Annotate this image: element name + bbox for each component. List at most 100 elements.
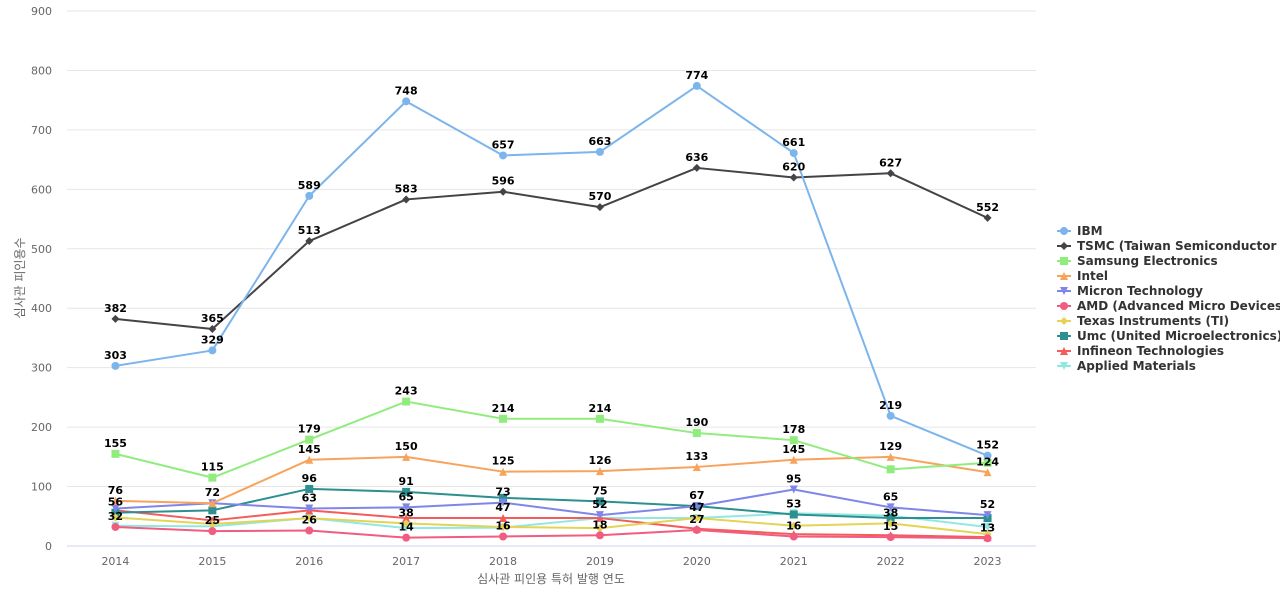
data-label: 303	[104, 349, 127, 362]
legend-item-samsung-electronics[interactable]: Samsung Electronics	[1057, 254, 1218, 268]
series-line	[115, 455, 988, 505]
series-samsung-electronics[interactable]	[111, 397, 992, 482]
data-label: 65	[883, 490, 898, 503]
series-line	[115, 512, 988, 530]
legend-label: TSMC (Taiwan Semiconductor ...	[1077, 239, 1280, 253]
data-point	[886, 411, 895, 420]
data-label: 125	[492, 455, 515, 468]
x-axis-title: 심사관 피인용 특허 발행 연도	[477, 571, 625, 586]
data-label: 365	[201, 312, 224, 325]
data-label: 18	[592, 518, 607, 531]
data-label: 214	[492, 402, 515, 415]
legend-symbol	[1060, 257, 1068, 265]
data-label: 243	[395, 385, 418, 398]
y-tick-label: 600	[31, 183, 52, 196]
data-point	[499, 467, 508, 476]
data-label: 748	[395, 84, 418, 97]
legend-item-intel[interactable]: Intel	[1057, 269, 1108, 283]
data-label: 32	[108, 510, 123, 523]
series-amd-advanced-micro-devices[interactable]	[111, 522, 992, 543]
legend-item-micron-technology[interactable]: Micron Technology	[1057, 284, 1203, 298]
data-point	[886, 169, 895, 178]
data-label: 72	[205, 486, 220, 499]
data-label: 16	[786, 519, 802, 532]
data-label: 115	[201, 461, 224, 474]
data-point	[402, 452, 411, 461]
data-point	[886, 533, 895, 542]
x-tick-label: 2017	[392, 555, 420, 568]
series-tsmc-taiwan-semiconductor[interactable]	[111, 163, 992, 334]
series-texas-instruments-ti[interactable]	[111, 513, 992, 539]
legend-item-tsmc-taiwan-semiconductor[interactable]: TSMC (Taiwan Semiconductor ...	[1057, 239, 1280, 253]
series-line	[115, 516, 988, 536]
series-applied-materials[interactable]	[111, 509, 992, 533]
data-label: 25	[205, 514, 220, 527]
series-line	[115, 84, 988, 457]
data-label: 636	[685, 151, 708, 164]
data-label: 91	[398, 475, 413, 488]
data-point	[595, 531, 604, 540]
series-umc-united-microelectronics[interactable]	[111, 484, 992, 523]
y-axis-title: 심사관 피인용수	[13, 237, 27, 318]
data-label: 382	[104, 302, 127, 315]
data-point	[595, 524, 604, 533]
data-label: 47	[689, 501, 704, 514]
x-tick-label: 2021	[780, 555, 808, 568]
x-tick-label: 2016	[295, 555, 323, 568]
data-point	[499, 514, 508, 523]
data-point	[595, 497, 604, 506]
data-point	[886, 514, 895, 523]
data-point	[402, 514, 411, 523]
data-point	[983, 522, 992, 531]
data-label: 38	[398, 506, 413, 519]
data-point	[305, 484, 314, 493]
data-point	[499, 522, 508, 531]
series-ibm[interactable]	[111, 81, 992, 460]
legend-symbol	[1060, 227, 1068, 235]
data-point	[305, 191, 314, 200]
series-intel[interactable]	[111, 452, 992, 508]
legend-symbol	[1060, 347, 1068, 355]
data-point	[499, 151, 508, 160]
data-label: 774	[685, 69, 708, 82]
series-lines	[111, 81, 992, 543]
data-label: 190	[685, 416, 708, 429]
legend-symbol	[1060, 317, 1068, 325]
data-point	[595, 467, 604, 476]
legend-item-umc-united-microelectronics[interactable]: Umc (United Microelectronics)	[1057, 329, 1280, 343]
legend-label: IBM	[1077, 224, 1103, 238]
data-label: 627	[879, 156, 902, 169]
series-micron-technology[interactable]	[111, 485, 992, 520]
legend-item-texas-instruments-ti[interactable]: Texas Instruments (TI)	[1057, 314, 1229, 328]
x-tick-label: 2023	[974, 555, 1002, 568]
data-point	[499, 498, 508, 507]
legend-item-ibm[interactable]: IBM	[1057, 224, 1103, 238]
legend-item-infineon-technologies[interactable]: Infineon Technologies	[1057, 344, 1224, 358]
data-point	[402, 195, 411, 204]
legend-symbol	[1060, 332, 1068, 340]
data-label: 16	[495, 519, 511, 532]
data-point	[402, 487, 411, 496]
y-tick-label: 300	[31, 362, 52, 375]
y-tick-label: 0	[45, 540, 52, 553]
legend-symbol	[1060, 272, 1068, 280]
data-point	[983, 534, 992, 543]
data-point	[789, 521, 798, 530]
data-label: 76	[108, 484, 124, 497]
data-point	[499, 414, 508, 423]
data-point	[983, 468, 992, 477]
data-label: 589	[298, 179, 321, 192]
data-point	[305, 435, 314, 444]
legend-symbol	[1060, 362, 1068, 370]
x-tick-label: 2015	[198, 555, 226, 568]
data-point	[983, 213, 992, 222]
data-label: 63	[302, 492, 317, 505]
legend-item-applied-materials[interactable]: Applied Materials	[1057, 359, 1196, 373]
data-point	[499, 493, 508, 502]
legend-symbol	[1060, 287, 1068, 295]
data-label: 96	[302, 472, 318, 485]
legend-item-amd-advanced-micro-devices[interactable]: AMD (Advanced Micro Devices)	[1057, 299, 1280, 313]
y-axis-ticks: 0 100 200 300 400 500 600 700 800 900	[31, 5, 52, 553]
